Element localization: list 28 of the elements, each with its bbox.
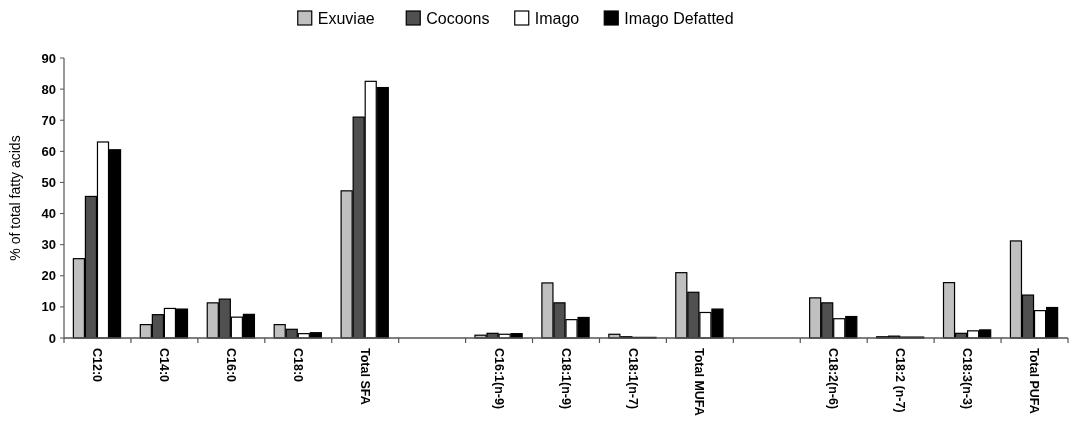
y-tick-label: 20: [41, 268, 56, 284]
x-tick-label: C18:0: [290, 348, 305, 383]
y-tick-label: 10: [41, 299, 56, 315]
x-tick-label: C16:1(n-9): [491, 348, 506, 410]
x-tick-label: C18:2 (n-7): [893, 348, 908, 413]
x-tick-label: C18:3(n-3): [960, 348, 975, 410]
x-tick-label: C16:0: [223, 348, 238, 383]
legend-label: Exuviae: [317, 9, 375, 27]
y-tick-label: 90: [41, 50, 56, 66]
x-tick-label: C14:0: [157, 348, 172, 383]
x-tick-label: Total PUFA: [1027, 348, 1042, 414]
x-tick-label: C18:1(n-9): [558, 348, 573, 410]
y-axis-title: % of total fatty acids: [7, 135, 23, 261]
x-tick-label: C12:0: [90, 348, 105, 383]
y-tick-label: 50: [41, 174, 56, 190]
y-tick-label: 40: [41, 206, 56, 222]
x-tick-label: Total SFA: [357, 348, 372, 405]
y-tick-label: 80: [41, 81, 56, 97]
x-tick-label: Total MUFA: [692, 348, 707, 416]
legend-label: Imago: [534, 9, 580, 27]
x-tick-label: C18:2(n-6): [826, 348, 841, 410]
legend-label: Cocoons: [426, 9, 490, 27]
y-tick-label: 70: [41, 112, 56, 128]
y-tick-label: 60: [41, 143, 56, 159]
y-tick-label: 0: [48, 330, 56, 346]
y-tick-label: 30: [41, 237, 56, 253]
x-tick-label: C18:1(n-7): [625, 348, 640, 410]
legend-label: Imago Defatted: [624, 9, 734, 27]
